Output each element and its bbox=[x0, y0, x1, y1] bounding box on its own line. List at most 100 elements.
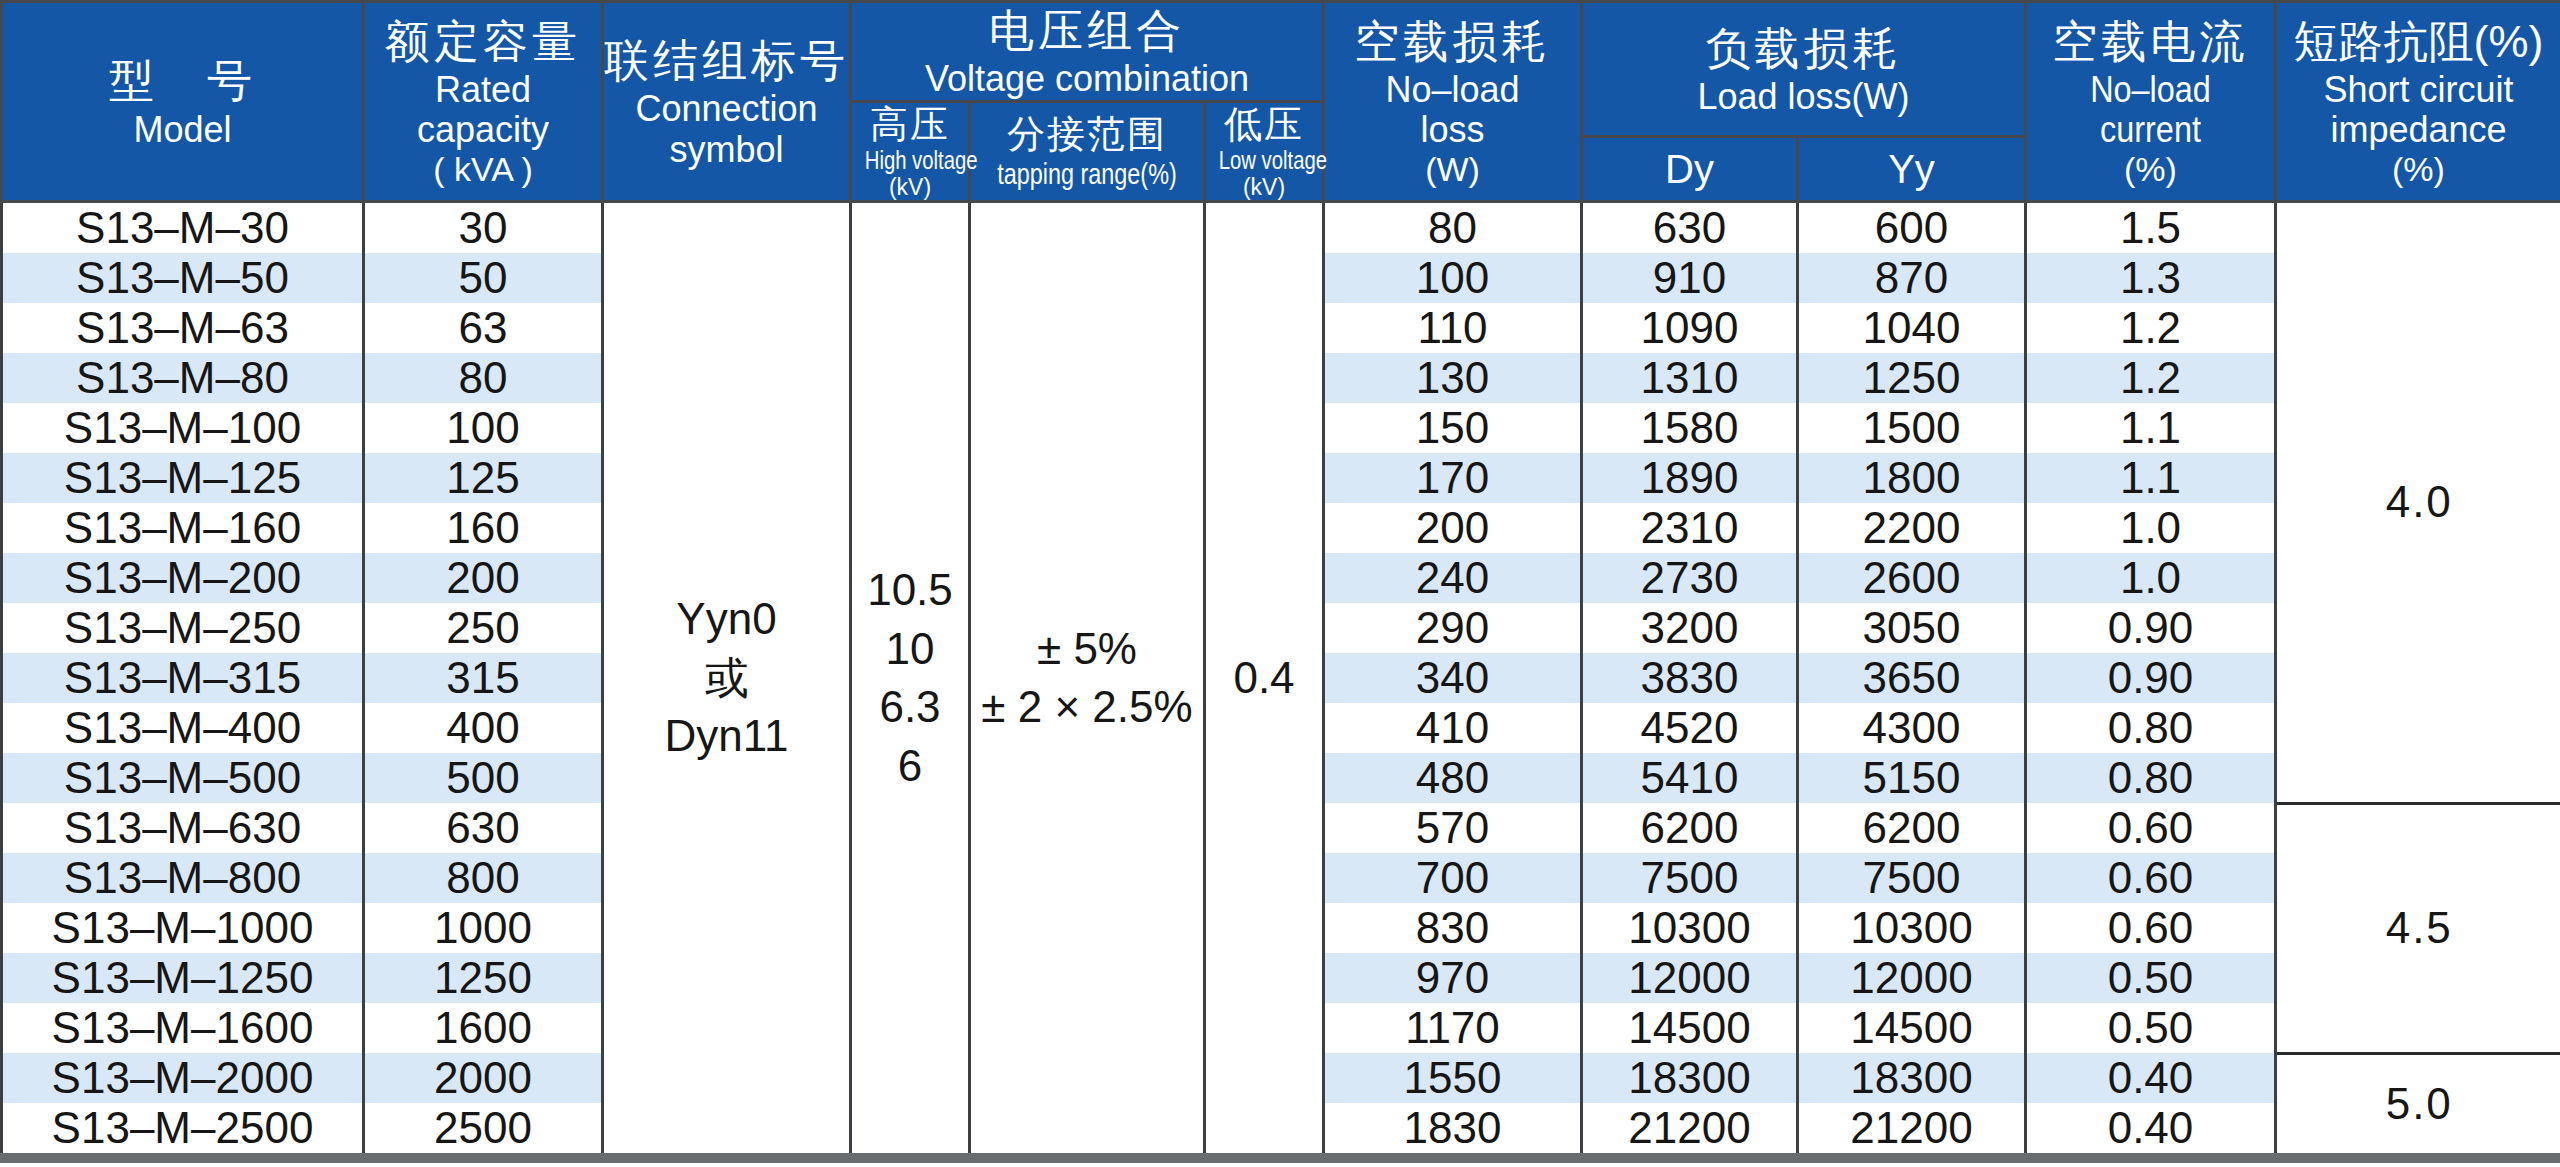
load-loss-yy-cell: 870 bbox=[1798, 253, 2026, 303]
model-cell: S13–M–630 bbox=[2, 803, 364, 853]
col-header-low-voltage: 低压 Low voltage (kV) bbox=[1205, 101, 1324, 202]
capacity-cell: 160 bbox=[364, 503, 603, 553]
load-loss-yy-cell: 3650 bbox=[1798, 653, 2026, 703]
transformer-spec-table: 型 号 Model 额定容量 Rated capacity ( kVA ) 联结… bbox=[0, 0, 2560, 1163]
capacity-cell: 1000 bbox=[364, 903, 603, 953]
header-unit: (%) bbox=[2277, 150, 2560, 189]
col-header-load-loss: 负载损耗 Load loss(W) bbox=[1582, 2, 2026, 137]
load-loss-dy-cell: 18300 bbox=[1582, 1053, 1798, 1103]
load-loss-yy-cell: 12000 bbox=[1798, 953, 2026, 1003]
no-load-current-cell: 0.60 bbox=[2026, 853, 2276, 903]
load-loss-yy-cell: 1800 bbox=[1798, 453, 2026, 503]
transformer-spec-sheet: 型 号 Model 额定容量 Rated capacity ( kVA ) 联结… bbox=[0, 0, 2560, 1167]
no-load-current-cell: 1.3 bbox=[2026, 253, 2276, 303]
load-loss-dy-cell: 10300 bbox=[1582, 903, 1798, 953]
capacity-cell: 2500 bbox=[364, 1103, 603, 1158]
connection-line: 或 bbox=[705, 649, 749, 708]
no-load-current-cell: 0.60 bbox=[2026, 803, 2276, 853]
model-cell: S13–M–400 bbox=[2, 703, 364, 753]
col-header-impedance: 短路抗阻(%) Short circuit impedance (%) bbox=[2276, 2, 2560, 202]
load-loss-yy-cell: 18300 bbox=[1798, 1053, 2026, 1103]
header-en: symbol bbox=[604, 130, 849, 170]
capacity-cell: 30 bbox=[364, 202, 603, 254]
header-zh: 空载损耗 bbox=[1325, 14, 1580, 70]
capacity-cell: 800 bbox=[364, 853, 603, 903]
no-load-loss-cell: 110 bbox=[1324, 303, 1582, 353]
header-unit: (W) bbox=[1325, 150, 1580, 189]
header-en: Connection bbox=[604, 89, 849, 129]
model-cell: S13–M–800 bbox=[2, 853, 364, 903]
no-load-loss-cell: 410 bbox=[1324, 703, 1582, 753]
load-loss-dy-cell: 1580 bbox=[1582, 403, 1798, 453]
model-cell: S13–M–315 bbox=[2, 653, 364, 703]
no-load-current-cell: 0.60 bbox=[2026, 903, 2276, 953]
no-load-loss-cell: 970 bbox=[1324, 953, 1582, 1003]
no-load-current-cell: 0.90 bbox=[2026, 653, 2276, 703]
table-row: S13–M–30 30 Yyn0 或 Dyn11 10.5 10 6.3 6 bbox=[2, 202, 2560, 254]
no-load-current-cell: 1.0 bbox=[2026, 503, 2276, 553]
connection-line: Yyn0 bbox=[676, 590, 776, 649]
capacity-cell: 125 bbox=[364, 453, 603, 503]
model-cell: S13–M–1250 bbox=[2, 953, 364, 1003]
col-header-capacity: 额定容量 Rated capacity ( kVA ) bbox=[364, 2, 603, 202]
header-zh: 电压组合 bbox=[852, 3, 1322, 59]
capacity-cell: 100 bbox=[364, 403, 603, 453]
no-load-current-cell: 0.90 bbox=[2026, 603, 2276, 653]
no-load-loss-cell: 150 bbox=[1324, 403, 1582, 453]
header-zh: 额定容量 bbox=[365, 14, 601, 70]
model-cell: S13–M–100 bbox=[2, 403, 364, 453]
load-loss-dy-cell: 7500 bbox=[1582, 853, 1798, 903]
header-en: Voltage combination bbox=[852, 59, 1322, 99]
load-loss-yy-cell: 6200 bbox=[1798, 803, 2026, 853]
impedance-cell: 4.0 bbox=[2276, 202, 2560, 804]
header-zh: 高压 bbox=[852, 103, 968, 147]
capacity-cell: 50 bbox=[364, 253, 603, 303]
load-loss-yy-cell: 10300 bbox=[1798, 903, 2026, 953]
col-header-voltage-combination: 电压组合 Voltage combination bbox=[851, 2, 1324, 102]
no-load-current-cell: 1.1 bbox=[2026, 453, 2276, 503]
load-loss-yy-cell: 2600 bbox=[1798, 553, 2026, 603]
load-loss-dy-cell: 2730 bbox=[1582, 553, 1798, 603]
capacity-cell: 200 bbox=[364, 553, 603, 603]
header-zh: 低压 bbox=[1206, 103, 1322, 147]
model-cell: S13–M–200 bbox=[2, 553, 364, 603]
load-loss-dy-cell: 4520 bbox=[1582, 703, 1798, 753]
high-voltage-line: 6 bbox=[898, 737, 922, 796]
load-loss-yy-cell: 1040 bbox=[1798, 303, 2026, 353]
header-zh: 分接范围 bbox=[971, 113, 1203, 157]
capacity-cell: 500 bbox=[364, 753, 603, 803]
model-cell: S13–M–80 bbox=[2, 353, 364, 403]
impedance-cell: 5.0 bbox=[2276, 1053, 2560, 1158]
load-loss-dy-cell: 1890 bbox=[1582, 453, 1798, 503]
col-header-connection: 联结组标号 Connection symbol bbox=[603, 2, 851, 202]
header-zh: 型 号 bbox=[3, 53, 362, 109]
no-load-loss-cell: 830 bbox=[1324, 903, 1582, 953]
load-loss-dy-cell: 3830 bbox=[1582, 653, 1798, 703]
header-unit: (%) bbox=[2027, 150, 2274, 189]
no-load-loss-cell: 200 bbox=[1324, 503, 1582, 553]
tapping-line: ± 5% bbox=[1037, 620, 1137, 679]
header-unit: ( kVA ) bbox=[365, 150, 601, 189]
model-cell: S13–M–63 bbox=[2, 303, 364, 353]
no-load-current-cell: 0.80 bbox=[2026, 753, 2276, 803]
load-loss-dy-cell: 21200 bbox=[1582, 1103, 1798, 1158]
load-loss-dy-cell: 14500 bbox=[1582, 1003, 1798, 1053]
capacity-cell: 1250 bbox=[364, 953, 603, 1003]
header-zh: 空载电流 bbox=[2027, 14, 2274, 70]
load-loss-dy-cell: 910 bbox=[1582, 253, 1798, 303]
header-en: Low voltage bbox=[1219, 146, 1309, 175]
no-load-loss-cell: 240 bbox=[1324, 553, 1582, 603]
load-loss-yy-cell: 4300 bbox=[1798, 703, 2026, 753]
no-load-current-cell: 0.50 bbox=[2026, 953, 2276, 1003]
header-unit: (kV) bbox=[1206, 175, 1322, 200]
load-loss-dy-cell: 12000 bbox=[1582, 953, 1798, 1003]
model-cell: S13–M–30 bbox=[2, 202, 364, 254]
no-load-loss-cell: 570 bbox=[1324, 803, 1582, 853]
capacity-cell: 630 bbox=[364, 803, 603, 853]
no-load-current-cell: 0.80 bbox=[2026, 703, 2276, 753]
load-loss-dy-cell: 630 bbox=[1582, 202, 1798, 254]
no-load-loss-cell: 1550 bbox=[1324, 1053, 1582, 1103]
table-body: S13–M–30 30 Yyn0 或 Dyn11 10.5 10 6.3 6 bbox=[2, 202, 2560, 1159]
load-loss-yy-cell: 5150 bbox=[1798, 753, 2026, 803]
tapping-line: ± 2 × 2.5% bbox=[981, 678, 1192, 737]
